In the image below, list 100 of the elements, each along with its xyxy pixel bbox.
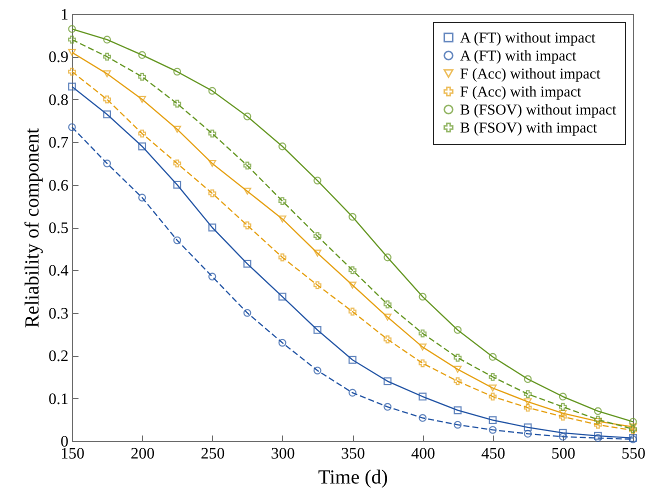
point: [629, 423, 637, 430]
point: [313, 366, 322, 374]
point: [488, 384, 497, 392]
point: [278, 215, 286, 222]
point: [243, 188, 252, 195]
point: [384, 377, 392, 386]
point: [488, 372, 497, 381]
x-tick-label: 300: [270, 446, 295, 462]
point: [103, 70, 112, 78]
point: [384, 402, 392, 411]
point: [68, 48, 76, 56]
point: [103, 110, 112, 118]
point: [68, 123, 76, 132]
point: [558, 432, 567, 441]
point: [524, 404, 532, 412]
y-tick-label: 1: [60, 6, 68, 24]
point: [454, 366, 462, 373]
point: [454, 326, 462, 334]
point: [558, 412, 567, 421]
y-tick-label: 0.9: [48, 49, 68, 66]
point: [173, 180, 182, 189]
x-tick-label: 500: [551, 446, 576, 462]
point: [384, 300, 392, 308]
point: [103, 95, 112, 104]
point: [454, 377, 462, 386]
point: [243, 221, 252, 230]
point: [454, 354, 462, 362]
point: [418, 292, 427, 301]
y-tick-label: 0.8: [48, 92, 68, 109]
point: [454, 420, 462, 429]
point: [313, 250, 322, 257]
y-tick-label: 0.3: [48, 305, 68, 322]
point: [243, 112, 252, 120]
point: [243, 162, 252, 170]
x-tick-label: 250: [200, 446, 225, 462]
point: [208, 130, 216, 138]
point: [173, 159, 182, 168]
point: [594, 434, 602, 442]
point: [558, 392, 567, 401]
point: [384, 314, 392, 321]
point: [348, 212, 356, 221]
x-tick-label: 550: [622, 446, 646, 462]
point: [418, 414, 427, 422]
y-tick-label: 0.5: [48, 220, 68, 237]
point: [524, 423, 532, 432]
point: [103, 160, 112, 168]
point: [524, 375, 532, 384]
point: [348, 356, 356, 364]
point: [103, 36, 112, 44]
point: [384, 253, 392, 262]
point: [488, 416, 497, 424]
point: [418, 359, 427, 368]
point: [418, 329, 427, 338]
point: [594, 432, 602, 440]
point: [488, 392, 497, 401]
legend-label: A (FT) with impact: [460, 48, 578, 64]
point: [68, 36, 76, 44]
x-tick-label: 350: [341, 446, 365, 462]
legend-label: B (FSOV) without impact: [460, 102, 618, 118]
point: [348, 388, 356, 397]
point: [173, 100, 182, 108]
point: [488, 352, 497, 361]
point: [629, 418, 637, 426]
x-tick-label: 400: [411, 446, 436, 462]
x-axis-title: Time (d): [318, 466, 388, 488]
point: [278, 197, 286, 205]
point: [278, 142, 286, 150]
point: [208, 272, 216, 281]
point: [138, 51, 146, 59]
point: [313, 281, 322, 290]
point: [558, 428, 567, 437]
point: [138, 72, 146, 81]
point: [454, 406, 462, 414]
y-tick-label: 0.6: [48, 177, 68, 194]
point: [208, 86, 216, 95]
y-tick-label: 0.4: [48, 262, 68, 280]
point: [173, 126, 182, 133]
point: [418, 344, 427, 351]
point: [243, 260, 252, 268]
point: [594, 407, 602, 416]
point: [243, 308, 252, 317]
point: [208, 224, 216, 232]
legend-label: A (FT) without impact: [460, 30, 596, 46]
x-tick-label: 200: [130, 446, 155, 462]
legend-label: F (Acc) with impact: [460, 84, 582, 100]
point: [313, 326, 322, 334]
point: [524, 398, 532, 406]
point: [524, 430, 532, 438]
legend-label: B (FSOV) with impact: [460, 120, 598, 136]
point: [68, 82, 76, 91]
point: [138, 194, 146, 202]
point: [138, 96, 146, 103]
point: [524, 390, 532, 398]
point: [348, 282, 356, 289]
point: [384, 335, 392, 344]
point: [173, 236, 182, 244]
point: [348, 266, 356, 274]
point: [558, 410, 567, 417]
point: [418, 392, 427, 401]
point: [313, 176, 322, 184]
